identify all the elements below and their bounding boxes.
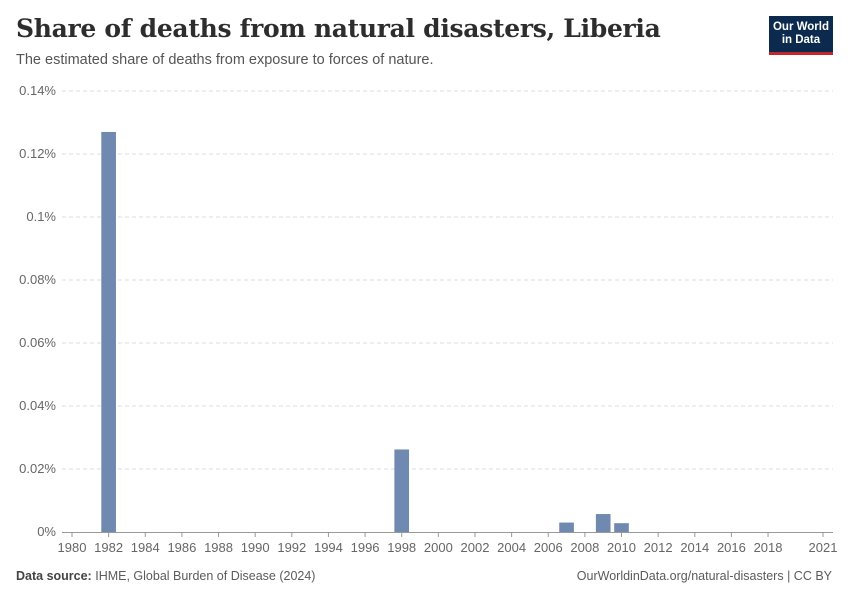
x-tick-label: 2016	[717, 540, 746, 555]
data-source-label: Data source:	[16, 569, 92, 583]
y-tick-label: 0.12%	[19, 146, 56, 161]
x-tick-label: 1998	[387, 540, 416, 555]
x-tick-label: 2010	[607, 540, 636, 555]
bar-2007[interactable]	[559, 522, 574, 532]
data-source-text: IHME, Global Burden of Disease (2024)	[95, 569, 316, 583]
x-tick-label: 1994	[314, 540, 343, 555]
y-tick-label: 0%	[37, 524, 56, 539]
x-tick-label: 2021	[809, 540, 838, 555]
x-tick-label: 2002	[461, 540, 490, 555]
y-tick-label: 0.02%	[19, 461, 56, 476]
x-tick-label: 1996	[351, 540, 380, 555]
owid-logo-text: Our World in Data	[773, 21, 829, 47]
footer-link[interactable]: OurWorldinData.org/natural-disasters | C…	[576, 569, 832, 583]
logo-line-2: in Data	[781, 34, 821, 46]
x-tick-label: 1990	[241, 540, 270, 555]
x-tick-label: 2018	[754, 540, 783, 555]
y-tick-label: 0.14%	[19, 83, 56, 98]
owid-logo[interactable]: Our World in Data	[769, 16, 833, 55]
data-source: Data source: IHME, Global Burden of Dise…	[16, 569, 315, 583]
x-tick-label: 2000	[424, 540, 453, 555]
x-tick-label: 2006	[534, 540, 563, 555]
y-tick-label: 0.04%	[19, 398, 56, 413]
bar-2009[interactable]	[595, 514, 611, 532]
x-tick-label: 1992	[277, 540, 306, 555]
bars	[101, 131, 629, 532]
gridlines	[62, 90, 833, 470]
x-tick-label: 1988	[204, 540, 233, 555]
chart-title: Share of deaths from natural disasters, …	[16, 14, 661, 43]
x-tick-label: 1984	[131, 540, 160, 555]
axes: 0% 0.02% 0.04% 0.06% 0.08% 0.1% 0.12% 0.14% 1980…	[19, 83, 837, 555]
x-tick-label: 2012	[644, 540, 673, 555]
chart-subtitle: The estimated share of deaths from expos…	[16, 52, 434, 68]
x-tick-label: 2008	[570, 540, 599, 555]
bar-1982[interactable]	[101, 131, 116, 532]
x-tick-label: 2004	[497, 540, 526, 555]
bar-2010[interactable]	[614, 523, 629, 532]
x-tick-label: 2014	[680, 540, 709, 555]
y-tick-label: 0.08%	[19, 272, 56, 287]
x-tick-label: 1986	[167, 540, 196, 555]
logo-line-1: Our World	[772, 21, 829, 33]
bar-1998[interactable]	[394, 449, 410, 532]
bar-chart: 0% 0.02% 0.04% 0.06% 0.08% 0.1% 0.12% 0.14% 1980…	[19, 83, 837, 555]
y-tick-label: 0.06%	[19, 335, 56, 350]
y-tick-label: 0.1%	[26, 209, 56, 224]
x-tick-label: 1980	[58, 540, 87, 555]
x-tick-label: 1982	[94, 540, 123, 555]
